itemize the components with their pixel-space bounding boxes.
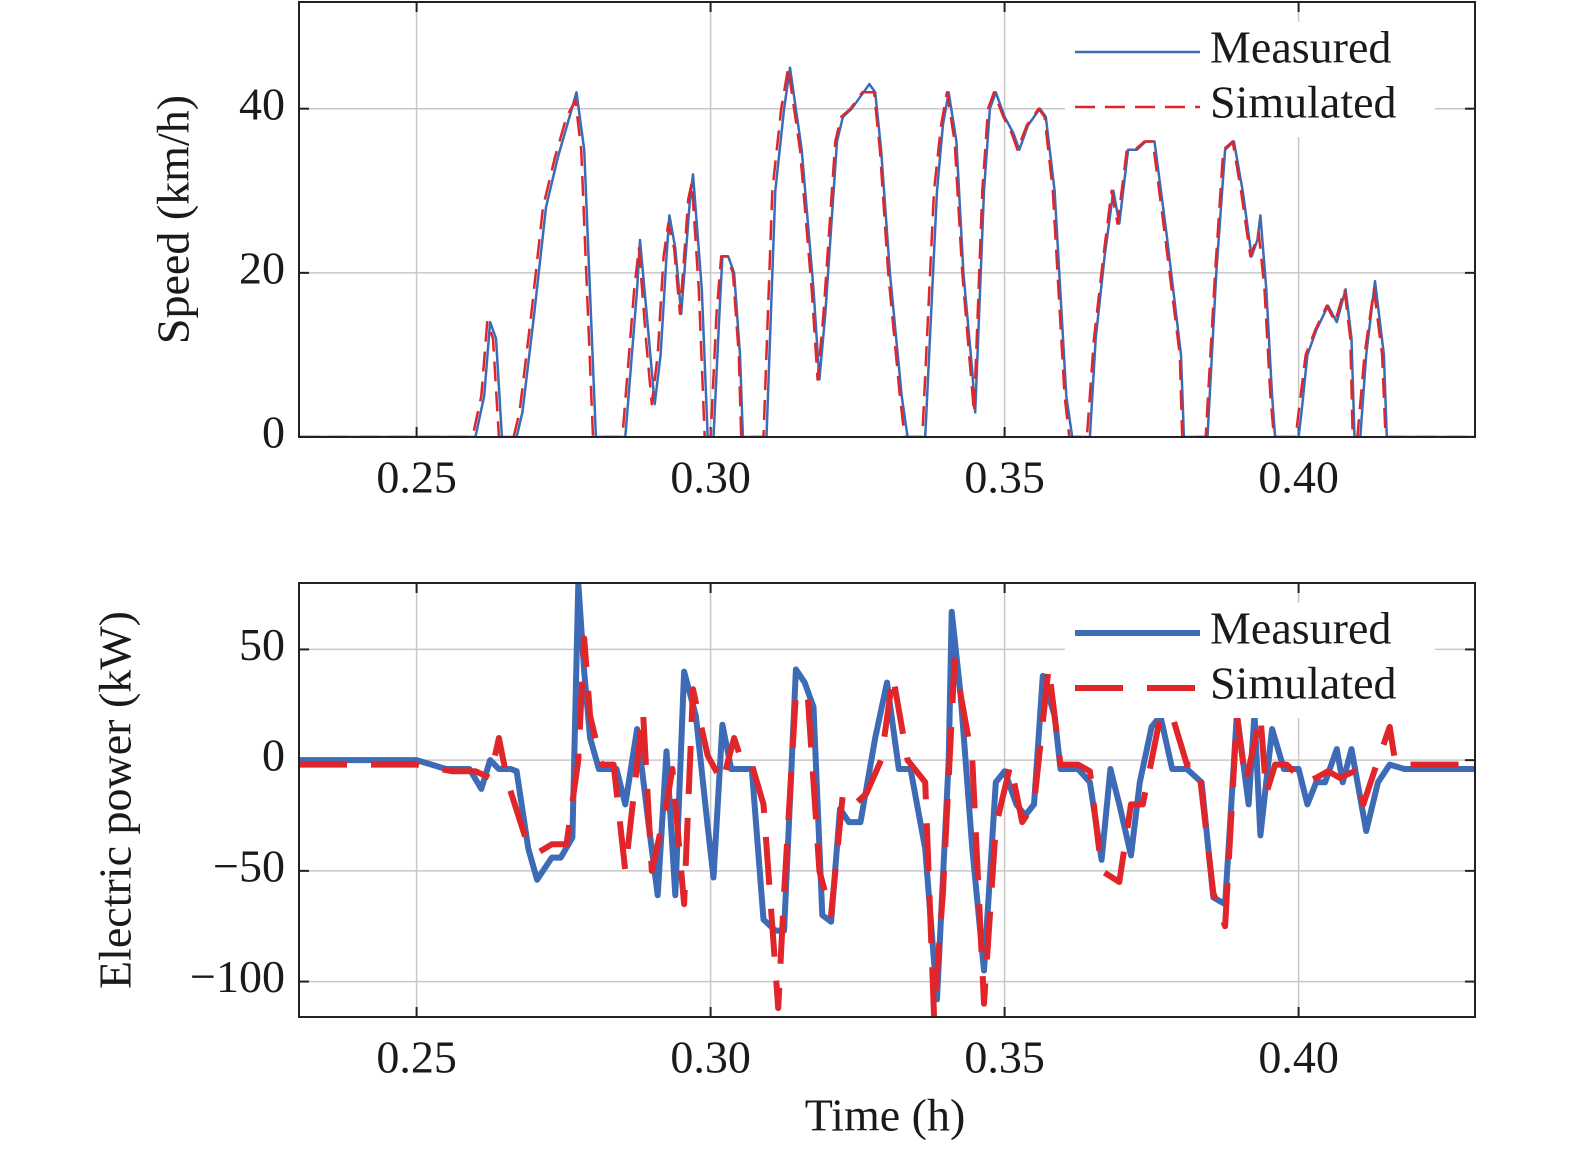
x-tick-label: 0.40 [1258,452,1339,503]
y-axis-label: Speed (km/h) [148,95,199,344]
y-tick-label: 0 [262,407,285,458]
x-tick-label: 0.30 [670,1032,751,1083]
y-tick-label: −50 [213,840,285,891]
legend-label: Simulated [1210,658,1397,709]
x-tick-label: 0.35 [964,452,1045,503]
series-line [299,66,1475,437]
axes-box [298,582,1476,1018]
y-axis-label: Electric power (kW) [90,611,141,989]
x-tick-label: 0.40 [1258,1032,1339,1083]
series-line [299,66,1475,437]
legend-label: Measured [1210,603,1391,654]
y-tick-label: −100 [190,951,285,1002]
y-tick-label: 50 [239,619,285,670]
axes-box [298,1,1476,438]
y-tick-label: 20 [239,242,285,293]
series-line [299,635,1475,1017]
x-tick-label: 0.25 [376,1032,457,1083]
x-tick-label: 0.30 [670,452,751,503]
legend-box [1065,22,1435,137]
legend-label: Simulated [1210,77,1397,128]
legend-label: Measured [1210,22,1391,73]
x-axis-label: Time (h) [805,1090,966,1141]
y-tick-label: 40 [239,78,285,129]
x-tick-label: 0.35 [964,1032,1045,1083]
legend-box [1065,603,1435,718]
x-tick-label: 0.25 [376,452,457,503]
y-tick-label: 0 [262,730,285,781]
